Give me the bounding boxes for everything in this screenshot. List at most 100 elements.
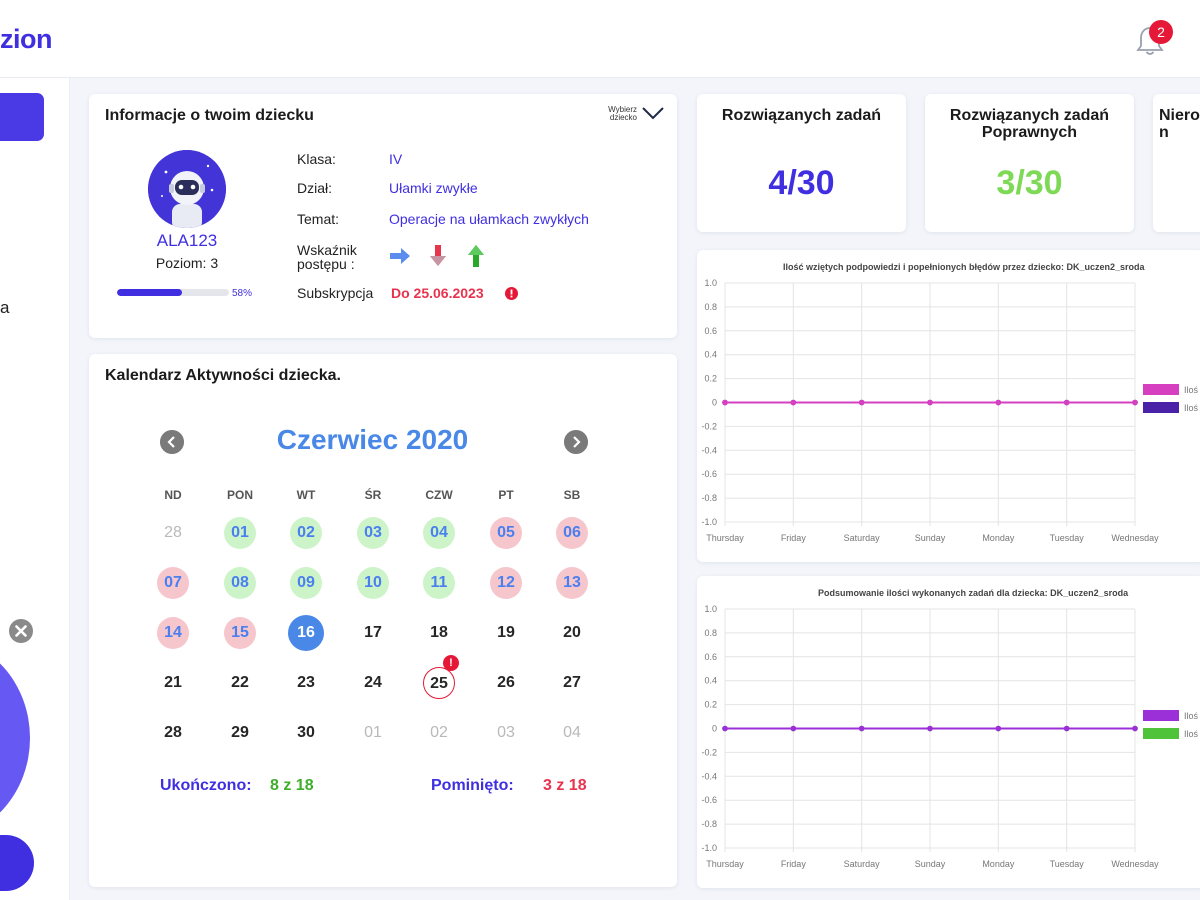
stat-value: 3/30 [996, 164, 1063, 202]
x-tick-label: Monday [982, 859, 1015, 869]
section-label: Dział: [297, 180, 333, 196]
calendar-day[interactable]: 07 [157, 567, 189, 599]
y-tick-label: 0.6 [704, 326, 717, 336]
weekday-header: PT [498, 488, 514, 502]
chevron-down-icon[interactable] [641, 104, 665, 122]
calendar-day[interactable]: 15 [224, 617, 256, 649]
legend-swatch [1143, 710, 1179, 721]
sidebar-item-label[interactable]: a [0, 298, 10, 317]
calendar-day[interactable]: 04 [423, 517, 455, 549]
legend-label: Iloś [1184, 711, 1199, 721]
stat-title: Rozwiązanych zadań Poprawnych [949, 107, 1110, 141]
chart-title: Ilość wziętych podpowiedzi i popełnionyc… [783, 262, 1145, 272]
calendar-day[interactable]: 10 [357, 567, 389, 599]
skipped-value: 3 z 18 [543, 777, 587, 794]
calendar-day[interactable]: 08 [224, 567, 256, 599]
calendar-day[interactable]: 01 [224, 517, 256, 549]
data-point [1063, 725, 1070, 732]
calendar-day[interactable]: 05 [490, 517, 522, 549]
calendar-day[interactable]: 18 [430, 624, 448, 641]
calendar-day[interactable]: 06 [556, 517, 588, 549]
calendar-day[interactable]: 01 [364, 724, 382, 741]
calendar-day[interactable]: 22 [231, 674, 249, 691]
legend-swatch [1143, 402, 1179, 413]
stat-title: Rozwiązanych zadań [721, 107, 882, 124]
y-tick-label: 0 [712, 724, 717, 734]
month-label: Czerwiec 2020 [276, 424, 469, 455]
calendar-day[interactable]: 28 [164, 524, 182, 541]
data-point [1132, 399, 1138, 406]
weekday-header: PON [226, 488, 253, 502]
calendar-day[interactable]: 29 [231, 724, 249, 741]
y-tick-label: -0.4 [701, 771, 717, 781]
weekday-header: CZW [425, 488, 453, 502]
calendar-day[interactable]: 04 [563, 724, 581, 741]
class-label: Klasa: [297, 151, 336, 167]
y-tick-label: 0.2 [704, 374, 717, 384]
topic-label: Temat: [297, 211, 340, 227]
calendar-day[interactable]: 14 [157, 617, 189, 649]
arrow-right-icon [390, 248, 410, 264]
sidebar-primary-button[interactable] [0, 93, 44, 141]
calendar-day[interactable]: 16 [288, 615, 324, 651]
arrow-down-icon [430, 245, 446, 266]
calendar-day[interactable]: 30 [297, 724, 315, 741]
y-tick-label: -1.0 [701, 843, 717, 853]
x-tick-label: Tuesday [1050, 859, 1085, 869]
calendar-day[interactable]: 09 [290, 567, 322, 599]
sidebar: a [0, 78, 70, 900]
notification-badge[interactable]: 2 [1149, 20, 1173, 44]
app-logo[interactable]: zion [0, 24, 53, 54]
skipped-label: Pominięto: [431, 777, 514, 794]
weekday-header: SB [563, 488, 581, 502]
y-tick-label: 0.4 [704, 350, 717, 360]
calendar-day[interactable]: 24 [364, 674, 382, 691]
level-progress-bar [117, 289, 229, 296]
calendar-day[interactable]: 26 [497, 674, 515, 691]
previous-month-button[interactable] [160, 430, 184, 454]
x-tick-label: Tuesday [1050, 533, 1085, 543]
avatar [148, 150, 226, 228]
calendar-day[interactable]: 11 [423, 567, 455, 599]
calendar-title: Kalendarz Aktywności dziecka. [105, 367, 341, 384]
child-nickname: ALA123 [156, 231, 218, 250]
calendar-day[interactable]: 17 [364, 624, 382, 641]
stat-card-unsolved: Nieroz n [1153, 94, 1200, 232]
calendar-day[interactable]: 13 [556, 567, 588, 599]
choose-child-label[interactable]: Wybierz dziecko [605, 106, 637, 122]
level-progress-percent: 58% [232, 288, 253, 299]
y-tick-label: -0.6 [701, 795, 717, 805]
calendar-day[interactable]: 28 [164, 724, 182, 741]
y-tick-label: -0.2 [701, 421, 717, 431]
class-value: IV [389, 151, 403, 167]
y-tick-label: -0.2 [701, 747, 717, 757]
calendar-day[interactable]: 27 [563, 674, 581, 691]
calendar-day[interactable]: 19 [497, 624, 515, 641]
legend-label: Iloś [1184, 403, 1199, 413]
chart-title: Podsumowanie ilości wykonanych zadań dla… [818, 588, 1129, 598]
calendar-day[interactable]: 12 [490, 567, 522, 599]
calendar-day[interactable]: 21 [164, 674, 182, 691]
close-icon[interactable] [8, 618, 34, 644]
x-tick-label: Friday [781, 859, 807, 869]
calendar-day[interactable]: 03 [497, 724, 515, 741]
y-tick-label: 0.8 [704, 628, 717, 638]
calendar-day[interactable]: 25 [423, 667, 455, 699]
calendar-day[interactable]: 02 [430, 724, 448, 741]
weekday-header: ŚR [364, 488, 382, 502]
sidebar-bottom-button[interactable] [0, 835, 34, 891]
completed-value: 8 z 18 [270, 777, 314, 794]
subscription-label: Subskrypcja [297, 285, 374, 301]
calendar-day[interactable]: 23 [297, 674, 315, 691]
next-month-button[interactable] [564, 430, 588, 454]
data-point [858, 725, 865, 732]
topic-value: Operacje na ułamkach zwykłych [389, 211, 589, 227]
calendar-day[interactable]: 02 [290, 517, 322, 549]
stat-card-solved: Rozwiązanych zadań 4/30 [697, 94, 906, 232]
x-tick-label: Friday [781, 533, 807, 543]
subscription-date: Do 25.06.2023 [391, 285, 484, 301]
section-value: Ułamki zwykłe [389, 180, 478, 196]
calendar-day[interactable]: 03 [357, 517, 389, 549]
calendar-day[interactable]: 20 [563, 624, 581, 641]
y-tick-label: 0.2 [704, 700, 717, 710]
